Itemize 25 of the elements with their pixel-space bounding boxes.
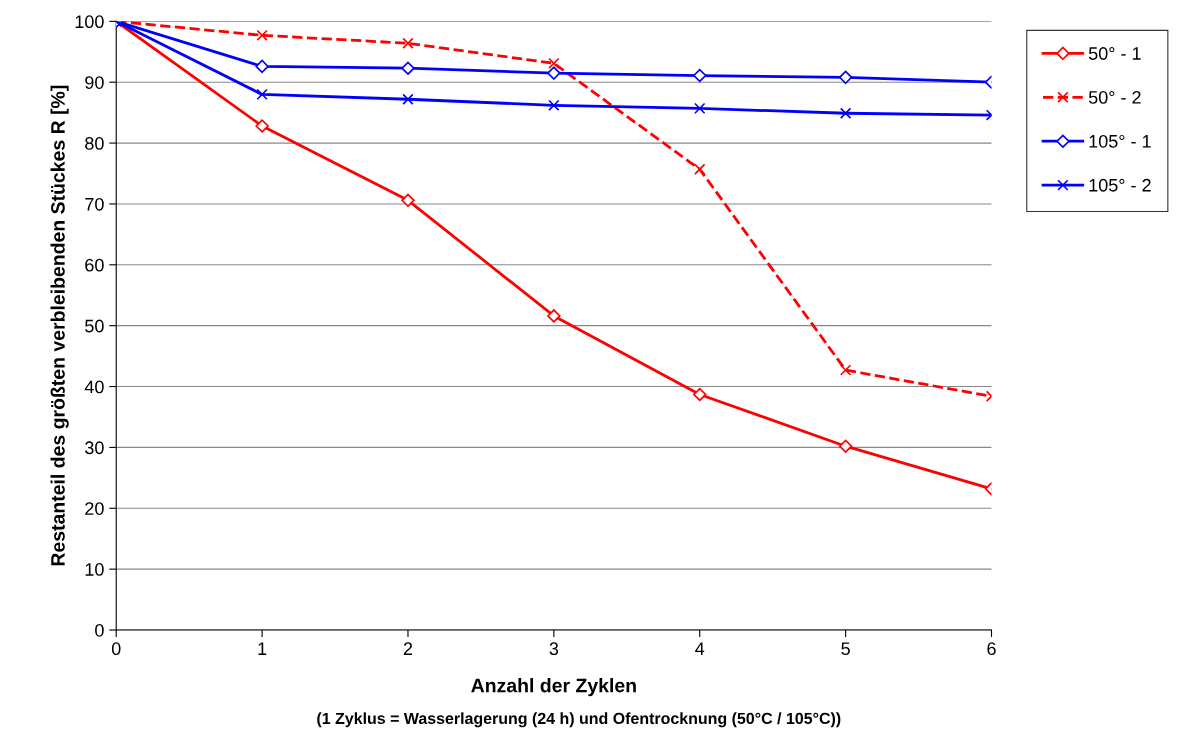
legend-label: 50° - 1 xyxy=(1088,47,1141,60)
y-tick-label: 70 xyxy=(85,197,104,211)
y-tick-label: 50 xyxy=(85,319,104,333)
legend-label: 105° - 1 xyxy=(1089,134,1151,148)
y-tick-label: 80 xyxy=(85,137,104,150)
y-tick-label: 10 xyxy=(85,563,104,576)
y-tick-label: 30 xyxy=(85,441,104,455)
legend-label: 50° - 2 xyxy=(1088,91,1141,104)
x-tick-label: 6 xyxy=(987,642,996,656)
text: (1 Zyklus = Wasserlagerung (24 h) und Ofentrocknung (50°C / 105°C)) xyxy=(317,712,841,728)
y-tick-label: 60 xyxy=(85,258,104,272)
x-tick-label: 3 xyxy=(549,642,559,656)
x-axis-title: Anzahl der Zyklen xyxy=(471,678,636,697)
x-tick-label: 2 xyxy=(403,642,413,655)
x-tick-label: 4 xyxy=(695,642,705,655)
x-tick-label: 5 xyxy=(841,642,850,656)
legend-label: 105° - 2 xyxy=(1089,178,1151,192)
x-tick-label: 0 xyxy=(111,642,121,656)
y-tick-label: 90 xyxy=(85,76,104,89)
y-tick-label: 40 xyxy=(84,380,104,394)
y-tick-label: 100 xyxy=(75,15,104,29)
y-tick-label: 0 xyxy=(95,623,104,637)
x-tick-label: 1 xyxy=(258,642,267,655)
y-axis-title: Restanteil des größten verbleibenden Stückes R [%] xyxy=(50,85,69,566)
y-tick-label: 20 xyxy=(85,502,104,515)
